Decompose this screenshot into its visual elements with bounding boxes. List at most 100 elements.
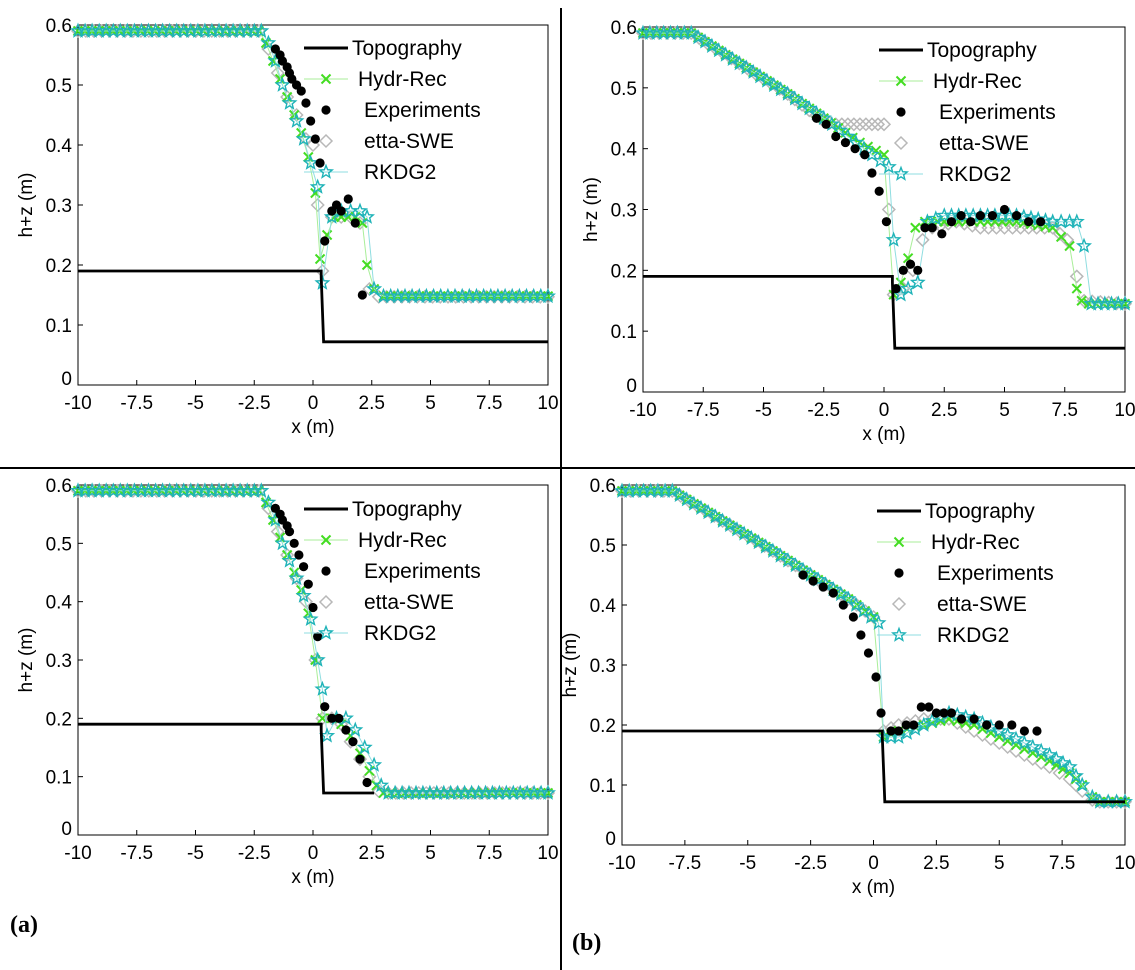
point-etta-swe bbox=[310, 197, 325, 213]
series-layer bbox=[70, 22, 556, 344]
point-experiments bbox=[913, 265, 923, 275]
y-tick-label: 0.1 bbox=[590, 776, 616, 797]
legend-label: Hydr-Rec bbox=[358, 68, 447, 91]
point-hydr-rec bbox=[364, 765, 375, 777]
point-rkdg2 bbox=[253, 482, 270, 498]
point-rkdg2 bbox=[870, 614, 887, 630]
point-hydr-rec bbox=[1055, 231, 1067, 243]
point-experiments bbox=[927, 223, 937, 233]
x-tick-label: -7.5 bbox=[120, 393, 153, 414]
point-rkdg2 bbox=[840, 590, 857, 606]
point-experiments bbox=[898, 265, 908, 275]
y-tick-label: 0.1 bbox=[46, 316, 72, 337]
point-rkdg2 bbox=[274, 534, 291, 551]
point-experiments bbox=[881, 217, 892, 227]
point-experiments bbox=[1032, 726, 1042, 736]
point-rkdg2 bbox=[1068, 767, 1084, 783]
point-rkdg2 bbox=[664, 482, 681, 498]
series-line-topography bbox=[622, 729, 1125, 804]
point-rkdg2 bbox=[288, 569, 305, 586]
point-experiments bbox=[848, 612, 858, 622]
point-etta-swe bbox=[540, 289, 556, 304]
point-experiments bbox=[987, 210, 998, 221]
legend: Topography Hydr-Rec Experiments etta-SWE RKD… bbox=[877, 500, 1054, 647]
y-axis-label: h+z (m) bbox=[16, 628, 37, 693]
point-experiments bbox=[1019, 726, 1029, 736]
point-rkdg2 bbox=[743, 529, 760, 546]
point-rkdg2 bbox=[281, 94, 298, 110]
point-hydr-rec bbox=[361, 259, 373, 271]
y-tick-label: 0.4 bbox=[590, 596, 617, 617]
point-rkdg2 bbox=[685, 495, 702, 511]
legend-marker bbox=[893, 536, 905, 548]
legend-marker bbox=[321, 105, 331, 115]
point-experiments bbox=[289, 538, 299, 548]
chart-panel-4: -10 -7.5 -5 -2.5 0 2.5 5 7.5 10 0 0.1 0.2 0.3 0.4 0.5 0… bbox=[560, 476, 1135, 898]
point-rkdg2 bbox=[539, 287, 556, 304]
x-tick-label: 10 bbox=[537, 393, 558, 414]
y-tick-label: 0.1 bbox=[611, 322, 637, 343]
point-experiments bbox=[1011, 210, 1022, 221]
legend-marker bbox=[317, 624, 335, 640]
y-tick-label: 0 bbox=[61, 819, 72, 840]
legend-label: etta-SWE bbox=[364, 591, 454, 614]
point-experiments bbox=[939, 708, 949, 718]
point-etta-swe bbox=[864, 117, 880, 132]
point-rkdg2 bbox=[1055, 754, 1071, 770]
point-experiments bbox=[850, 144, 860, 154]
point-rkdg2 bbox=[915, 716, 932, 732]
point-rkdg2 bbox=[1084, 788, 1101, 804]
point-experiments bbox=[946, 708, 957, 718]
point-experiments bbox=[362, 777, 372, 788]
point-rkdg2 bbox=[710, 42, 727, 58]
y-tick-label: 0.5 bbox=[46, 534, 72, 555]
point-experiments bbox=[315, 158, 325, 168]
point-rkdg2 bbox=[693, 499, 710, 516]
point-etta-swe bbox=[870, 117, 886, 132]
y-tick-label: 0.2 bbox=[46, 709, 72, 730]
y-axis-label: h+z (m) bbox=[16, 173, 37, 238]
x-tick-label: 0 bbox=[308, 393, 319, 414]
x-tick-label: -2.5 bbox=[794, 853, 827, 874]
point-rkdg2 bbox=[786, 90, 803, 106]
series-layer bbox=[614, 482, 1133, 809]
point-rkdg2 bbox=[885, 231, 902, 247]
point-experiments bbox=[901, 720, 911, 730]
point-rkdg2 bbox=[831, 121, 848, 138]
point-rkdg2 bbox=[900, 280, 917, 296]
y-tick-label: 0.2 bbox=[611, 261, 637, 282]
point-experiments bbox=[303, 579, 313, 589]
x-tick-label: -10 bbox=[64, 393, 91, 414]
y-tick-label: 0.4 bbox=[611, 140, 638, 161]
x-tick-label: 10 bbox=[1114, 853, 1135, 874]
legend-label: Experiments bbox=[937, 562, 1054, 585]
legend-label: Experiments bbox=[364, 560, 481, 583]
legend-marker bbox=[896, 107, 906, 117]
legend-label: etta-SWE bbox=[937, 593, 1027, 616]
point-etta-swe bbox=[876, 117, 892, 132]
x-tick-label: -7.5 bbox=[687, 400, 720, 421]
series-line-rkdg2 bbox=[643, 32, 1125, 305]
series-line-rkdg2 bbox=[78, 30, 548, 297]
point-etta-swe bbox=[280, 547, 295, 563]
point-experiments bbox=[310, 134, 320, 144]
point-rkdg2 bbox=[309, 178, 326, 194]
point-experiments bbox=[924, 702, 934, 712]
y-tick-label: 0.2 bbox=[46, 256, 72, 277]
point-rkdg2 bbox=[253, 22, 270, 38]
y-tick-label: 0.6 bbox=[611, 18, 637, 39]
vertical-divider bbox=[560, 8, 562, 970]
point-rkdg2 bbox=[366, 280, 383, 296]
point-experiments bbox=[905, 259, 916, 269]
legend: Topography Hydr-Rec Experiments etta-SWE RKD… bbox=[304, 498, 481, 645]
point-experiments bbox=[306, 116, 316, 126]
y-tick-label: 0.3 bbox=[46, 651, 72, 672]
point-rkdg2 bbox=[1075, 237, 1092, 253]
point-rkdg2 bbox=[1068, 213, 1085, 229]
point-rkdg2 bbox=[714, 512, 731, 528]
legend-label: RKDG2 bbox=[364, 622, 436, 645]
point-experiments bbox=[931, 708, 941, 718]
y-tick-label: 0.4 bbox=[46, 136, 73, 157]
point-etta-swe bbox=[1069, 269, 1084, 284]
point-rkdg2 bbox=[991, 722, 1008, 738]
